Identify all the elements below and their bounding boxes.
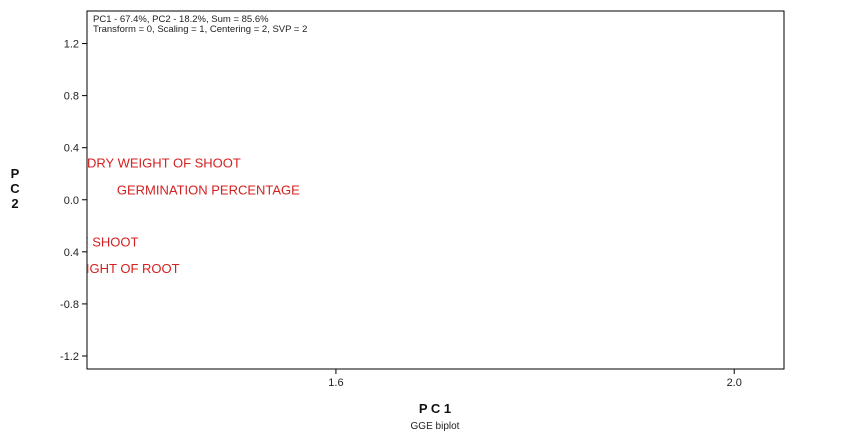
y-tick-label: 1.2: [64, 39, 79, 51]
trait-label: DRY WEIGHT ROOT: [0, 267, 81, 282]
y-axis-title-letter: P: [11, 166, 20, 181]
y-tick-label: 0.4: [64, 143, 79, 155]
x-tick-label: 2.0: [727, 377, 742, 389]
y-tick-label: -1.2: [60, 351, 79, 363]
y-tick-label: 0.0: [64, 195, 79, 207]
x-axis-title: P C 1: [419, 401, 451, 416]
y-axis-title-letter: 2: [11, 196, 18, 211]
trait-label: FRESH WEIGHT OF ROOT: [17, 261, 179, 276]
plot-frame: [86, 10, 785, 370]
trait-label: GERMINATION PERCENTAGE: [117, 183, 300, 198]
y-tick-label: -0.8: [60, 299, 79, 311]
y-axis-title-letter: C: [10, 181, 20, 196]
y-tick-label: 0.4: [64, 247, 79, 259]
y-tick-label: 0.8: [64, 91, 79, 103]
biplot-header-line: Transform = 0, Scaling = 1, Centering = …: [93, 24, 307, 35]
trait-label: FRESH WEIGHT OF SHOOT: [0, 235, 139, 250]
x-tick-label: 1.6: [328, 377, 343, 389]
trait-label: DRY WEIGHT OF SHOOT: [87, 155, 241, 170]
chart-caption: GGE biplot: [411, 421, 460, 432]
biplot-header-line: PC1 - 67.4%, PC2 - 18.2%, Sum = 85.6%: [93, 14, 269, 25]
